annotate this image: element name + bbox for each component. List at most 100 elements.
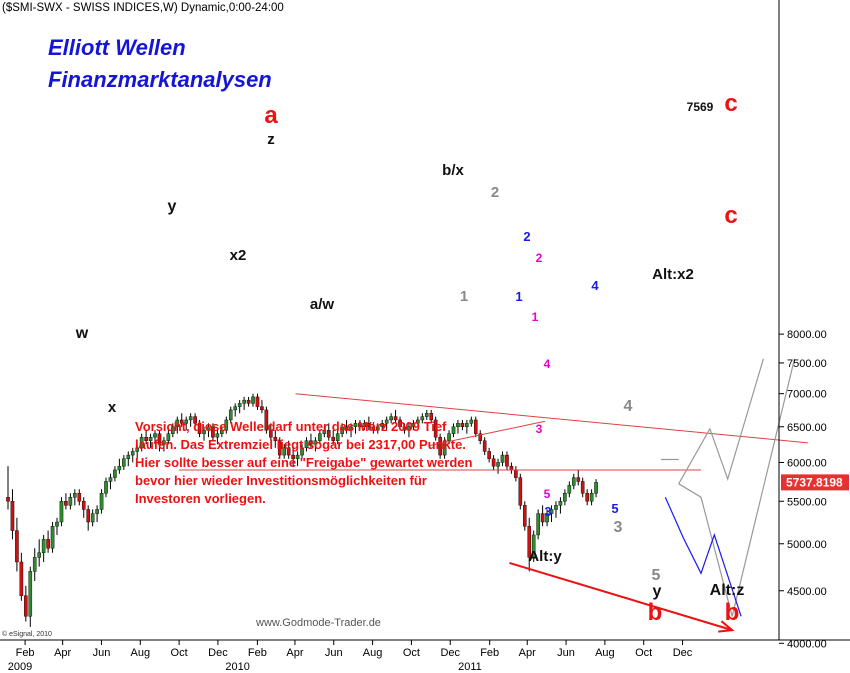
candle-body: [291, 454, 295, 459]
candle-body: [81, 501, 86, 510]
candle-body: [277, 440, 282, 456]
wave-label: c: [724, 90, 737, 117]
x-axis: Feb Apr Jun Aug Oct Dec Feb Apr Jun Aug Oct Dec Feb A…: [8, 640, 693, 673]
candle-body: [148, 436, 153, 441]
x-tick-label: Feb: [248, 647, 267, 659]
candle-body: [184, 419, 189, 424]
candle-body: [86, 509, 90, 523]
wave-label: c: [724, 202, 737, 229]
candle-body: [527, 526, 532, 558]
wave-label: Alt:x2: [652, 266, 694, 283]
candle-body: [260, 406, 264, 411]
candle-body: [344, 426, 349, 431]
candle-body: [64, 501, 68, 506]
y-tick-label: 7500.00: [787, 358, 827, 370]
candle-body: [202, 429, 206, 434]
x-tick-label: Dec: [440, 647, 460, 659]
y-tick-label: 7000.00: [787, 389, 827, 401]
wave-label: 2: [523, 229, 530, 244]
candle-body: [46, 539, 50, 549]
candle-body: [211, 426, 215, 438]
wave-label: 3: [614, 519, 623, 536]
trendline: [295, 393, 808, 444]
candle-body: [473, 419, 478, 434]
candle-body: [68, 497, 73, 506]
candle-body: [157, 433, 162, 445]
candle-body: [522, 505, 527, 527]
candle-body: [99, 493, 104, 510]
candle-body: [113, 469, 117, 478]
candle-body: [514, 469, 518, 478]
candle-body: [24, 595, 28, 617]
wave-label: b: [648, 599, 663, 626]
candle-body: [295, 454, 300, 459]
note-line-2: laufen. Das Extremziel liegt sogar bei 2…: [135, 437, 466, 452]
projection-main: [678, 358, 796, 617]
candle-body: [55, 521, 59, 527]
candle-body: [309, 440, 313, 445]
candle-body: [206, 426, 211, 431]
x-tick-label: Jun: [557, 647, 575, 659]
y-tick-label: 6500.00: [787, 422, 827, 434]
candle-body: [117, 465, 122, 471]
candle-body: [367, 423, 371, 427]
candle-body: [15, 530, 19, 563]
candle-body: [126, 454, 131, 459]
wave-label: Alt:z: [710, 582, 745, 599]
x-tick-label: Apr: [54, 647, 71, 659]
candle-body: [393, 416, 398, 421]
y-tick-label: 4500.00: [787, 586, 827, 598]
candle-body: [326, 429, 331, 438]
candle-body: [549, 509, 554, 514]
candle-body: [545, 513, 549, 523]
candle-body: [563, 493, 567, 502]
x-tick-label: Oct: [635, 647, 652, 659]
x-tick-label: Jun: [93, 647, 111, 659]
candle-body: [380, 423, 385, 427]
analysis-note: Vorsicht, diese Welle darf unter das Mär…: [135, 419, 473, 506]
candle-body: [153, 433, 157, 438]
candle-body: [371, 426, 376, 431]
x-year-label: 2009: [8, 661, 32, 673]
candle-body: [50, 526, 55, 549]
candle-body: [104, 481, 108, 494]
candle-body: [41, 539, 46, 553]
y-tick-label: 5000.00: [787, 539, 827, 551]
candle-body: [487, 451, 491, 459]
candle-body: [77, 493, 82, 502]
wave-label: 1: [515, 289, 522, 304]
x-tick-label: Dec: [673, 647, 693, 659]
candle-body: [269, 429, 273, 438]
candle-body: [491, 458, 496, 467]
candle-body: [28, 571, 33, 617]
candle-body: [478, 433, 483, 441]
candle-body: [32, 557, 37, 572]
candle-body: [567, 485, 572, 494]
x-tick-label: Jun: [325, 647, 343, 659]
candle-body: [318, 433, 322, 441]
watermark: www.Godmode-Trader.de: [255, 617, 381, 629]
candle-body: [193, 416, 197, 424]
wave-label: 2: [491, 184, 499, 201]
y-tick-label: 6000.00: [787, 457, 827, 469]
candle-body: [509, 465, 514, 471]
candle-body: [19, 561, 24, 596]
x-tick-label: Feb: [480, 647, 499, 659]
candle-body: [429, 413, 434, 421]
candle-body: [349, 426, 353, 431]
candle-body: [482, 440, 487, 452]
candle-body: [433, 419, 438, 438]
candle-body: [246, 399, 251, 404]
wave-label: b: [725, 599, 740, 626]
candle-body: [300, 447, 304, 456]
note-line-4: bevor hier wieder Investitionsmöglichkei…: [135, 473, 427, 488]
candle-body: [362, 423, 367, 427]
wave-label: 3: [544, 504, 551, 519]
candle-body: [6, 497, 10, 502]
candle-body: [242, 399, 246, 404]
candle-body: [122, 458, 126, 467]
candle-body: [594, 482, 598, 494]
wave-label: 3: [536, 422, 543, 436]
candle-body: [420, 416, 425, 421]
brand-line-1: Elliott Wellen: [48, 35, 186, 60]
